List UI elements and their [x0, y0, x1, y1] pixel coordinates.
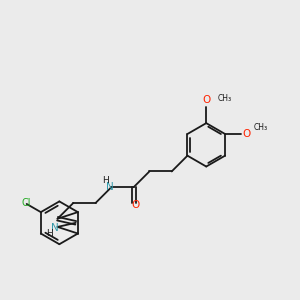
Text: CH₃: CH₃: [254, 123, 268, 132]
Text: O: O: [243, 129, 251, 139]
Text: H: H: [103, 176, 110, 185]
Text: N: N: [51, 224, 58, 233]
Text: O: O: [202, 95, 210, 105]
Text: CH₃: CH₃: [218, 94, 232, 103]
Text: H: H: [46, 229, 52, 238]
Text: N: N: [106, 182, 114, 192]
Text: O: O: [131, 200, 139, 210]
Text: Cl: Cl: [21, 198, 31, 208]
